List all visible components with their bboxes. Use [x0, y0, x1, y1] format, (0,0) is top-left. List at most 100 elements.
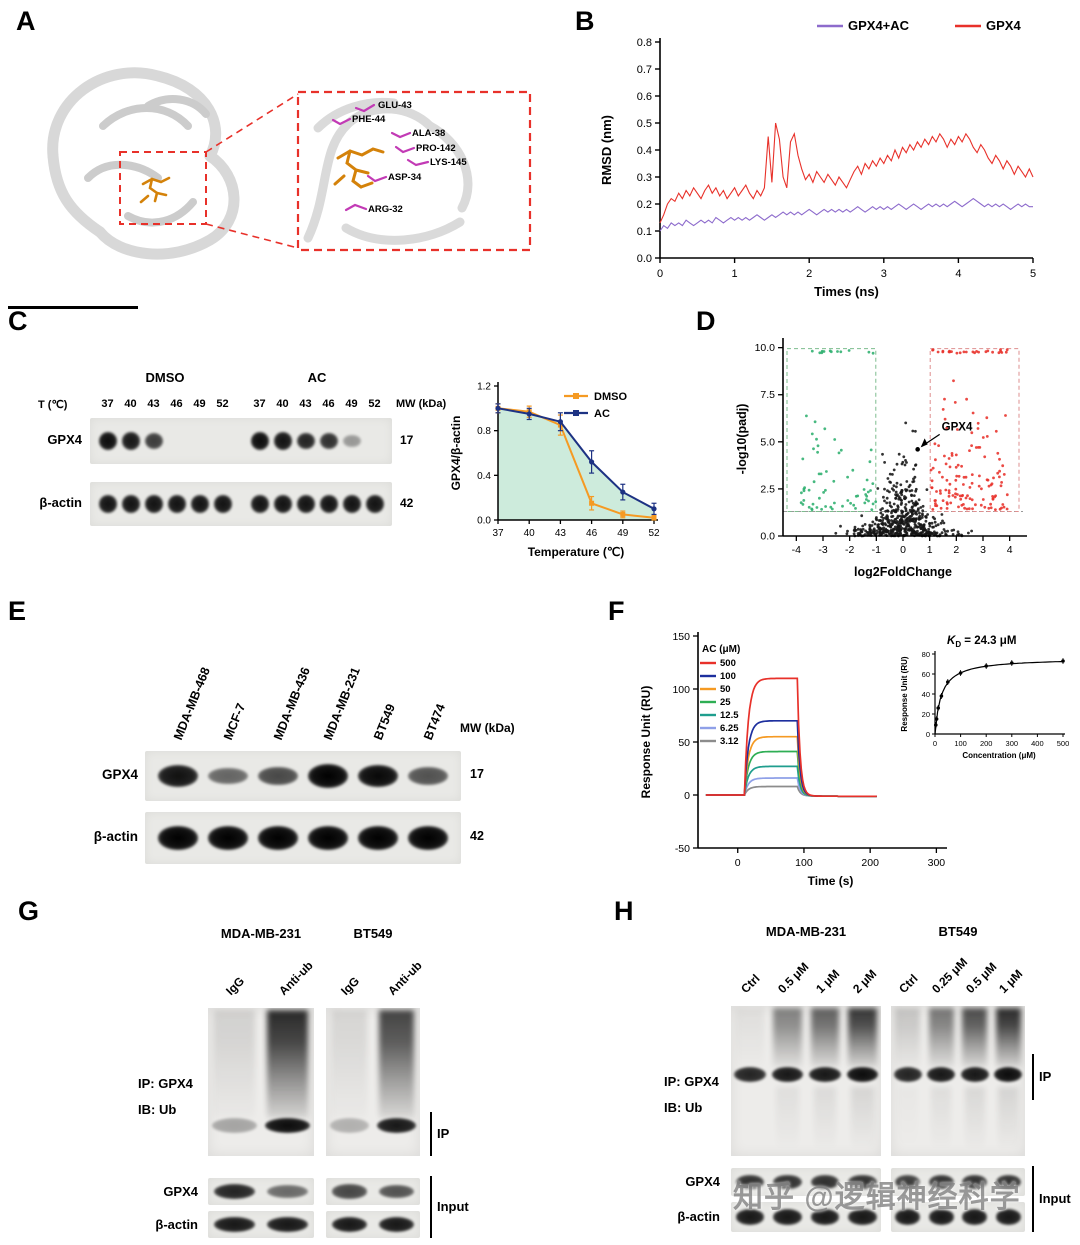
point	[892, 484, 896, 488]
point	[836, 350, 839, 353]
point	[894, 510, 898, 514]
ribbon-path	[341, 217, 465, 245]
point	[933, 442, 937, 446]
dose-ubiquitination-ip-blot: MDA-MB-231 Ctrl 0.5 μM 1 μM 2 μM BT549 Ctrl 0.2…	[598, 896, 1078, 1245]
legend-label: DMSO	[594, 391, 627, 403]
stick	[366, 174, 388, 183]
point	[892, 468, 896, 472]
stick	[359, 181, 374, 189]
point	[908, 483, 912, 487]
blot-band	[308, 764, 348, 788]
y-tick-label: 0.0	[760, 531, 775, 543]
y-tick-label: 5.0	[760, 436, 775, 448]
point	[901, 460, 905, 464]
ip-bracket-line	[1032, 1054, 1034, 1100]
point	[874, 532, 877, 535]
point	[999, 484, 1003, 488]
lane-smear	[962, 1008, 988, 1067]
point	[962, 475, 966, 479]
point	[833, 438, 837, 441]
point	[928, 524, 932, 528]
x-tick-label: -3	[818, 544, 827, 556]
point	[976, 427, 980, 430]
point	[911, 519, 915, 523]
blot-band	[167, 495, 186, 513]
panel-b: B 0.0 0.1 0.2 0.3 0.4 0.5 0.6 0.7 0.8 0 1 2 3 4 5 RMSD …	[555, 6, 1075, 302]
legend-label: 25	[720, 697, 731, 708]
point	[917, 522, 921, 525]
point	[908, 508, 912, 512]
marker	[495, 405, 501, 411]
point	[934, 502, 937, 505]
point	[886, 477, 890, 480]
point	[877, 523, 880, 526]
point	[890, 519, 893, 522]
y-tick-label: 0	[684, 790, 690, 802]
stick	[333, 174, 346, 186]
point	[846, 475, 849, 479]
input-strip	[208, 1178, 314, 1205]
point	[966, 494, 969, 498]
point	[960, 503, 964, 507]
series-AC	[497, 407, 655, 510]
blot-band	[773, 1209, 802, 1225]
point	[950, 454, 954, 457]
x-tick-label: 2	[953, 544, 959, 556]
ip-main-band	[329, 1118, 370, 1134]
point	[917, 498, 921, 502]
blot-band	[408, 767, 448, 785]
point	[931, 348, 935, 352]
x-tick-label: 200	[861, 857, 879, 869]
legend-label: 6.25	[720, 723, 739, 734]
lane-smear-below	[964, 1087, 985, 1148]
point	[936, 350, 940, 354]
point	[905, 480, 909, 483]
inset-point	[1010, 661, 1014, 665]
stick	[394, 145, 416, 154]
point	[954, 487, 958, 491]
residue-label: GLU-43	[378, 100, 412, 111]
point	[934, 524, 938, 528]
point	[866, 531, 870, 534]
point	[940, 513, 944, 516]
point	[890, 505, 893, 509]
point	[958, 494, 962, 498]
point	[941, 350, 945, 354]
input-row-label: GPX4	[685, 1174, 720, 1189]
blot-band	[208, 767, 248, 785]
point	[1005, 493, 1009, 497]
x-tick-label: 3	[881, 268, 887, 280]
x-axis-title: Temperature (℃)	[528, 545, 625, 559]
stick	[354, 168, 370, 175]
point	[930, 521, 934, 525]
zoom-connector-bottom	[205, 223, 299, 249]
point	[938, 470, 941, 474]
point	[900, 493, 904, 497]
inset-point	[946, 680, 950, 684]
lane-label: IgG	[222, 973, 247, 998]
point	[935, 490, 938, 493]
x-tick-label: 100	[795, 857, 813, 869]
ribbon-path	[124, 198, 197, 227]
blot-band	[267, 1184, 308, 1199]
x-tick-label: 2	[806, 268, 812, 280]
point	[939, 506, 943, 510]
kd-symbol: K	[947, 635, 956, 647]
mw-value: 42	[470, 829, 484, 843]
mw-value: 17	[470, 767, 484, 781]
lane-label: BT549	[371, 701, 399, 742]
blot-band	[273, 432, 292, 450]
point	[854, 507, 857, 510]
mw-label: MW (kDa)	[460, 721, 515, 735]
point	[994, 494, 997, 498]
point	[936, 523, 940, 527]
point	[977, 484, 981, 488]
point	[911, 505, 914, 509]
temp-label: 52	[216, 398, 229, 410]
point	[803, 486, 806, 490]
cell-line-western-blot: MDA-MB-468 MCF-7 MDA-MB-436 MDA-MB-231 BT549…	[8, 596, 548, 892]
point	[900, 501, 903, 505]
residue-label: ARG-32	[368, 204, 403, 215]
inset-point	[933, 723, 938, 727]
temp-label: 52	[368, 398, 381, 410]
